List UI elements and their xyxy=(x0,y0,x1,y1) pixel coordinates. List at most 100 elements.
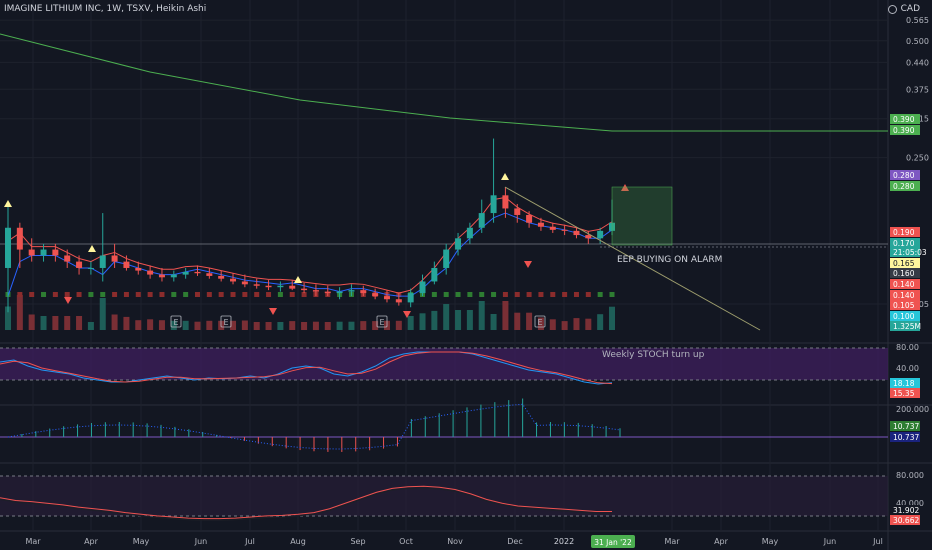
candle-body xyxy=(16,227,23,250)
candle-body xyxy=(40,249,47,256)
time-axis-label: Jun xyxy=(194,537,208,546)
signal-square xyxy=(147,292,153,297)
alarm-annotation: EEP BUYING ON ALARM xyxy=(617,255,722,265)
signal-square xyxy=(467,292,473,297)
time-axis-label: 2022 xyxy=(554,537,574,546)
blue-moving-average xyxy=(7,212,613,297)
signal-square xyxy=(171,292,177,297)
volume-bar xyxy=(87,322,94,330)
candle-body xyxy=(277,285,284,288)
volume-bar xyxy=(265,322,272,330)
price-label-bg xyxy=(890,268,920,278)
signal-square xyxy=(100,292,106,297)
price-label-text: 0.170 xyxy=(893,239,915,248)
price-label-text: 0.280 xyxy=(893,171,915,180)
price-label-bg xyxy=(890,300,920,310)
macd-label-text: 10.737 xyxy=(893,433,919,442)
candle-body xyxy=(478,213,485,228)
signal-square xyxy=(514,292,520,297)
signal-square xyxy=(502,292,508,297)
volume-bar xyxy=(324,322,331,330)
volume-bar xyxy=(585,318,592,330)
candle-body xyxy=(182,271,189,275)
volume-bar xyxy=(64,316,71,330)
stoch-label-text: 15.35 xyxy=(893,389,915,398)
currency-label: CAD xyxy=(900,4,920,14)
volume-bar xyxy=(478,301,485,330)
macd-tick-label: 200.000 xyxy=(896,405,929,414)
volume-bar xyxy=(466,310,473,330)
currency-indicator[interactable]: CAD xyxy=(887,4,920,14)
time-axis-label: Nov xyxy=(447,537,463,546)
volume-bar xyxy=(123,316,130,330)
signal-square xyxy=(573,292,579,297)
stoch-label-text: 18.18 xyxy=(893,379,915,388)
volume-bar xyxy=(301,322,308,330)
candle-body xyxy=(407,293,414,303)
sell-signal-triangle xyxy=(269,308,277,315)
stoch-d-line xyxy=(0,351,613,385)
volume-bar xyxy=(158,320,165,330)
price-label-text: 0.140 xyxy=(893,291,915,300)
candle-body xyxy=(466,227,473,239)
stoch-label-bg xyxy=(890,378,920,388)
candle-body xyxy=(490,195,497,214)
price-label-bg xyxy=(890,290,920,300)
macd-line xyxy=(7,403,621,450)
volume-bar xyxy=(253,322,260,330)
volume-bar xyxy=(537,317,544,330)
candle-body xyxy=(537,222,544,227)
price-label-bg xyxy=(890,258,920,268)
signal-square xyxy=(194,292,200,297)
candle-body xyxy=(194,271,201,274)
signal-square xyxy=(431,292,437,297)
long-moving-average xyxy=(0,33,888,132)
candle-body xyxy=(64,255,71,262)
candle-body xyxy=(218,275,225,279)
candle-body xyxy=(111,255,118,262)
earnings-marker-label: E xyxy=(223,318,228,327)
volume-bar xyxy=(40,316,47,330)
earnings-marker-box xyxy=(376,315,388,328)
candle-body xyxy=(443,249,450,268)
sell-signal-triangle xyxy=(403,311,411,318)
signal-square xyxy=(562,292,568,297)
buy-signal-triangle xyxy=(88,245,96,252)
time-axis-label: Jul xyxy=(244,537,255,546)
time-axis-label: Jul xyxy=(872,537,883,546)
candle-body xyxy=(360,290,367,294)
volume-bar xyxy=(597,314,604,330)
price-label-text: 1.325M xyxy=(893,322,921,331)
buy-signal-triangle xyxy=(621,184,629,191)
red-moving-average xyxy=(7,196,613,294)
candle-body xyxy=(348,290,355,292)
time-axis-label: Mar xyxy=(664,537,680,546)
candle-body xyxy=(28,249,35,256)
time-axis-label: Apr xyxy=(84,537,99,546)
sell-signal-triangle xyxy=(524,261,532,268)
rsi-tick-label: 80.000 xyxy=(896,471,924,480)
candle-body xyxy=(372,293,379,297)
signal-square xyxy=(41,292,47,297)
rsi-tick-label: 40.000 xyxy=(896,499,924,508)
signal-square xyxy=(17,292,23,297)
volume-bar xyxy=(52,316,59,330)
rsi-label-text: 31.902 xyxy=(893,506,919,515)
time-axis-label: Jun xyxy=(823,537,837,546)
trend-line xyxy=(504,186,761,331)
signal-square xyxy=(112,292,118,297)
stoch-label-bg xyxy=(890,388,920,398)
signal-square xyxy=(491,292,497,297)
volume-bar xyxy=(16,295,23,330)
volume-bar xyxy=(76,316,83,330)
price-label-text: 0.105 xyxy=(893,301,915,310)
volume-bar xyxy=(170,320,177,330)
rsi-signal-line xyxy=(0,485,612,520)
candle-body xyxy=(5,227,11,268)
macd-label-text: 10.737 xyxy=(893,422,919,431)
current-date-bg xyxy=(591,535,635,548)
candle-body xyxy=(123,261,130,268)
earnings-marker-label: E xyxy=(537,318,542,327)
